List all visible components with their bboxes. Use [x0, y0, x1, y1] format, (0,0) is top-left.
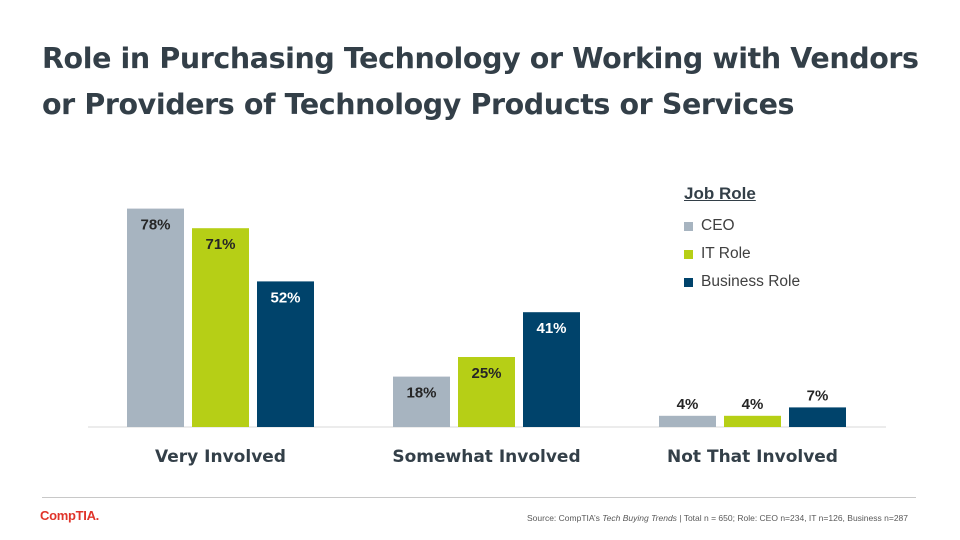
- category-label-somewhat-involved: Somewhat Involved: [392, 447, 580, 467]
- source-italic: Tech Buying Trends: [602, 513, 677, 523]
- legend: Job Role CEO IT Role Business Role: [684, 184, 800, 296]
- bar-business-role-somewhat-involved: [523, 312, 580, 427]
- source-note: Source: CompTIA’s Tech Buying Trends | T…: [527, 513, 908, 523]
- bar-ceo-somewhat-involved: [393, 376, 450, 427]
- legend-title: Job Role: [684, 184, 756, 203]
- source-prefix: Source: CompTIA’s: [526, 513, 603, 523]
- data-label-ceo-very-involved: 78%: [140, 217, 170, 234]
- legend-item-it-role: IT Role: [684, 240, 800, 268]
- comptia-logo: CompTIA.: [40, 508, 99, 523]
- bar-business-role-very-involved: [257, 281, 314, 427]
- legend-swatch-ceo: [684, 221, 693, 231]
- legend-swatch-business-role: [684, 277, 693, 287]
- legend-label-ceo: CEO: [701, 217, 735, 234]
- category-label-not-that-involved: Not That Involved: [667, 447, 838, 467]
- source-suffix: | Total n = 650; Role: CEO n=234, IT n=1…: [676, 513, 908, 523]
- bar-ceo-very-involved: [127, 208, 184, 427]
- data-label-it-role-very-involved: 71%: [205, 236, 235, 253]
- data-labels-group: 78% 71% 52% 18% 25% 41% 4% 4% 7%: [140, 217, 828, 413]
- category-label-very-involved: Very Involved: [155, 447, 286, 467]
- data-label-it-role-somewhat-involved: 25%: [471, 365, 501, 382]
- legend-item-ceo: CEO: [684, 212, 800, 240]
- bar-it-role-somewhat-involved: [458, 357, 515, 427]
- legend-swatch-it-role: [684, 249, 693, 259]
- legend-label-it-role: IT Role: [701, 245, 751, 262]
- bar-it-role-very-involved: [192, 228, 249, 427]
- category-labels-group: Very Involved Somewhat Involved Not That I…: [155, 447, 838, 467]
- data-label-ceo-somewhat-involved: 18%: [406, 385, 436, 402]
- data-label-ceo-not-that-involved: 4%: [677, 396, 699, 413]
- data-label-it-role-not-that-involved: 4%: [742, 396, 764, 413]
- bar-ceo-not-that-involved: [659, 415, 716, 427]
- bars-group: [127, 208, 846, 427]
- legend-label-business-role: Business Role: [701, 273, 801, 290]
- data-label-business-role-not-that-involved: 7%: [807, 387, 829, 404]
- footer-divider: [42, 497, 916, 498]
- data-label-business-role-somewhat-involved: 41%: [536, 320, 566, 337]
- legend-item-business-role: Business Role: [684, 268, 800, 296]
- data-label-business-role-very-involved: 52%: [270, 289, 300, 306]
- chart-title: Role in Purchasing Technology or Working…: [42, 42, 919, 121]
- bar-it-role-not-that-involved: [724, 415, 781, 427]
- bar-business-role-not-that-involved: [789, 407, 846, 427]
